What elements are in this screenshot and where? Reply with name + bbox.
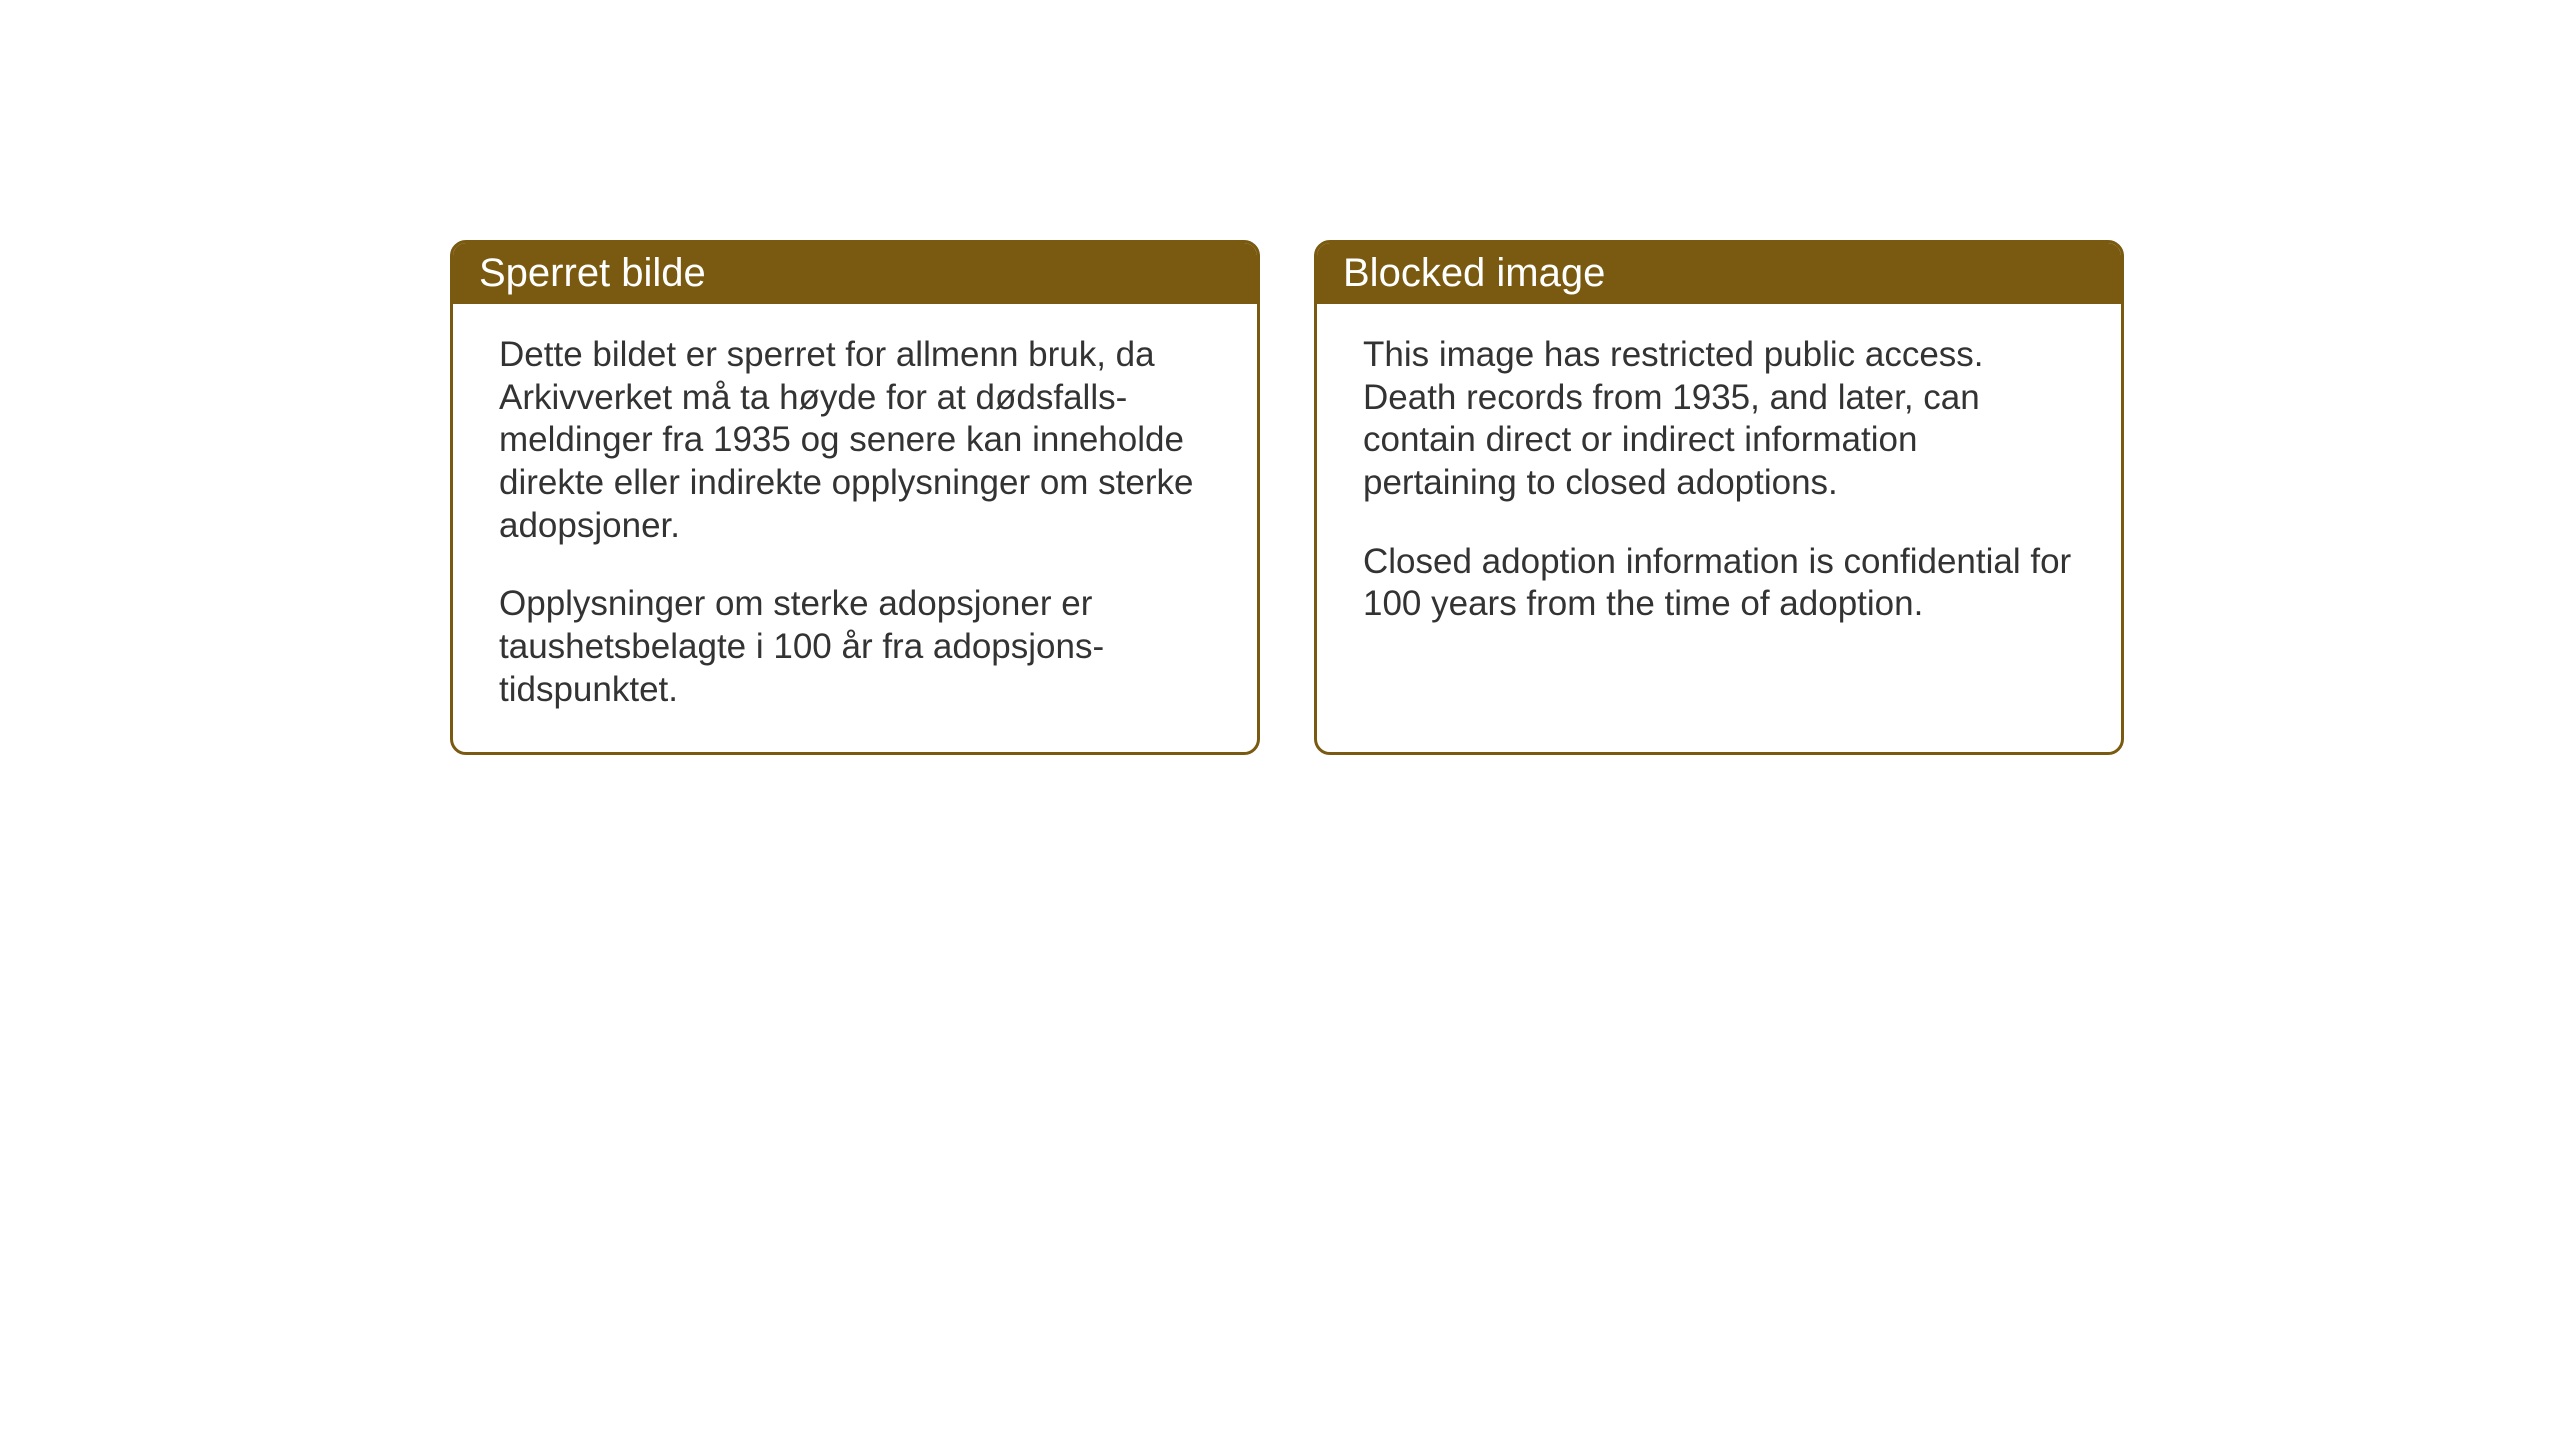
panel-header-norwegian: Sperret bilde [453, 243, 1257, 304]
panel-norwegian: Sperret bilde Dette bildet er sperret fo… [450, 240, 1260, 755]
panels-container: Sperret bilde Dette bildet er sperret fo… [450, 240, 2124, 755]
panel-body-norwegian: Dette bildet er sperret for allmenn bruk… [453, 304, 1257, 752]
panel-paragraph-2-english: Closed adoption information is confident… [1363, 541, 2075, 626]
panel-paragraph-1-english: This image has restricted public access.… [1363, 334, 2075, 505]
panel-header-english: Blocked image [1317, 243, 2121, 304]
panel-body-english: This image has restricted public access.… [1317, 304, 2121, 744]
panel-english: Blocked image This image has restricted … [1314, 240, 2124, 755]
panel-title-english: Blocked image [1343, 251, 1605, 295]
panel-title-norwegian: Sperret bilde [479, 251, 706, 295]
panel-paragraph-2-norwegian: Opplysninger om sterke adopsjoner er tau… [499, 583, 1211, 711]
panel-paragraph-1-norwegian: Dette bildet er sperret for allmenn bruk… [499, 334, 1211, 547]
